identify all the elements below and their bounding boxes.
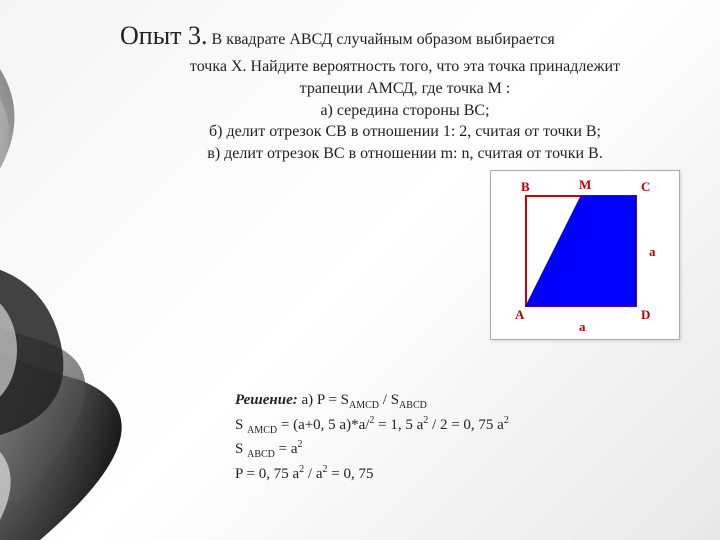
problem-line-4: б) делит отрезок СВ в отношении 1: 2, сч…: [120, 121, 690, 143]
geometry-diagram: B M C A D a a: [490, 170, 680, 340]
solution-line-1: Решение: а) P = SAMCD / SABCD: [235, 390, 509, 414]
solution-heading: Решение:: [235, 392, 298, 408]
solution-line-4: P = 0, 75 a2 / a2 = 0, 75: [235, 463, 509, 486]
solution-block: Решение: а) P = SAMCD / SABCD S AMCD = (…: [235, 390, 509, 485]
problem-line-3: а) середина стороны ВС;: [120, 100, 690, 122]
title-line: Опыт 3. В квадрате АВСД случайным образо…: [120, 18, 690, 54]
label-C: C: [641, 179, 650, 194]
label-B: B: [521, 179, 530, 194]
problem-line-1: точка Х. Найдите вероятность того, что э…: [120, 56, 690, 78]
solution-line-3: S ABCD = a2: [235, 438, 509, 463]
solution-line-2: S AMCD = (a+0, 5 a)*a/2 = 1, 5 a2 / 2 = …: [235, 414, 509, 439]
label-A: A: [515, 307, 525, 322]
problem-text: точка Х. Найдите вероятность того, что э…: [120, 56, 690, 164]
label-M: M: [579, 177, 591, 192]
slide-content: Опыт 3. В квадрате АВСД случайным образо…: [0, 0, 720, 174]
problem-line-5: в) делит отрезок ВС в отношении m: n, сч…: [120, 143, 690, 165]
problem-line-2: трапеции АМСД, где точка М :: [120, 78, 690, 100]
label-a-right: a: [649, 244, 656, 259]
title-rest: В квадрате АВСД случайным образом выбира…: [208, 31, 555, 48]
label-a-bottom: a: [579, 319, 586, 334]
title-prefix: Опыт 3.: [120, 21, 208, 50]
label-D: D: [641, 307, 650, 322]
